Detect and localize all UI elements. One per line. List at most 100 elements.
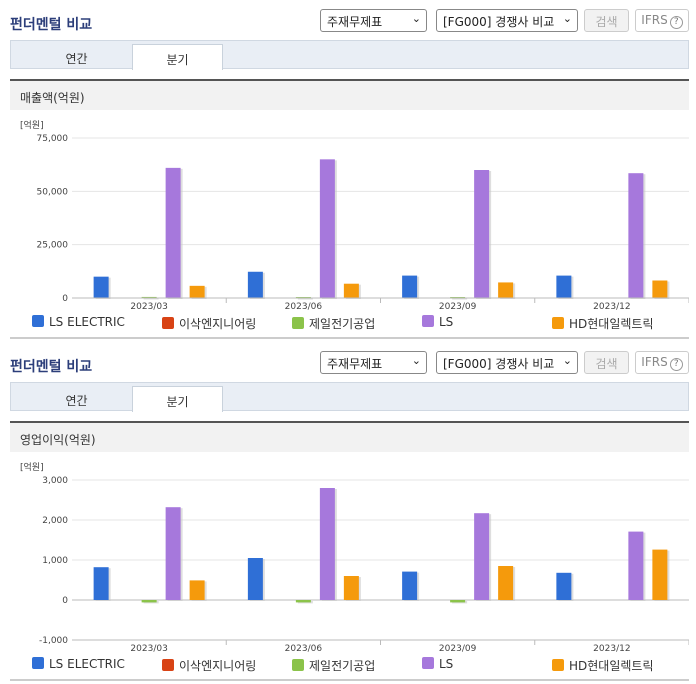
tab-quarterly[interactable]: 분기 <box>132 386 223 412</box>
statement-select[interactable]: 주재무제표 ⌄ <box>320 351 427 374</box>
chevron-down-icon: ⌄ <box>562 354 572 367</box>
y-tick-label: -1,000 <box>39 636 68 646</box>
y-tick-label: 3,000 <box>42 476 68 486</box>
bar <box>343 576 359 600</box>
search-button[interactable]: 검색 <box>584 351 629 374</box>
statement-select-value: 주재무제표 <box>327 15 383 29</box>
legend-label: LS <box>439 315 454 329</box>
x-tick-label: 2023/09 <box>439 302 477 312</box>
bar <box>165 167 181 298</box>
legend-item[interactable]: 이삭엔지니어링 <box>162 657 256 674</box>
bar <box>165 507 181 600</box>
y-tick-label: 75,000 <box>37 134 69 144</box>
chart-panel: 영업이익(억원) [억원] -1,000 0 1,000 2,000 3,000 2023… <box>10 421 689 683</box>
metric-label: 매출액(억원) <box>20 91 85 105</box>
peer-select-value: [FG000] 경쟁사 비교 <box>443 15 555 29</box>
chart-legend: LS ELECTRIC 이삭엔지니어링 제일전기공업 LS HD현대일렉트릭 <box>10 315 689 333</box>
bar <box>402 571 418 600</box>
tab-quarterly[interactable]: 분기 <box>132 44 223 70</box>
legend-item[interactable]: 제일전기공업 <box>292 315 375 332</box>
unit-label: [억원] <box>20 121 44 131</box>
chevron-down-icon: ⌄ <box>411 12 421 25</box>
bar <box>498 282 514 298</box>
legend-swatch <box>552 317 564 329</box>
tab-annual[interactable]: 연간 <box>65 52 88 66</box>
legend-label: HD현대일렉트릭 <box>569 659 654 673</box>
bar <box>628 531 644 600</box>
ifrs-label: IFRS <box>641 355 668 369</box>
legend-label: 이삭엔지니어링 <box>179 317 257 331</box>
statement-select-value: 주재무제표 <box>327 357 383 371</box>
y-tick-label: 2,000 <box>42 516 68 526</box>
legend-swatch <box>422 657 434 669</box>
bar-shadow <box>297 298 313 300</box>
bar <box>343 283 359 298</box>
metric-label: 영업이익(억원) <box>20 433 96 447</box>
legend-swatch <box>292 659 304 671</box>
legend-swatch <box>32 657 44 669</box>
legend-swatch <box>422 315 434 327</box>
legend-item[interactable]: 제일전기공업 <box>292 657 375 674</box>
metric-header: 매출액(억원) <box>10 79 689 110</box>
bar <box>450 600 466 603</box>
divider <box>10 337 689 339</box>
legend-swatch <box>162 317 174 329</box>
ifrs-button[interactable]: IFRS? <box>635 351 689 374</box>
statement-select[interactable]: 주재무제표 ⌄ <box>320 9 427 32</box>
bar <box>247 558 263 600</box>
divider <box>10 679 689 681</box>
legend-item[interactable]: LS <box>422 315 453 329</box>
help-icon: ? <box>669 16 683 29</box>
legend-label: 제일전기공업 <box>309 659 376 673</box>
bar <box>319 159 335 298</box>
bar <box>474 513 490 600</box>
legend-label: 제일전기공업 <box>309 317 376 331</box>
metric-header: 영업이익(억원) <box>10 421 689 452</box>
legend-swatch <box>292 317 304 329</box>
legend-item[interactable]: LS <box>422 657 453 671</box>
bar <box>295 600 311 603</box>
bar <box>247 271 263 298</box>
legend-swatch <box>552 659 564 671</box>
legend-label: 이삭엔지니어링 <box>179 659 257 673</box>
bar <box>402 275 418 298</box>
y-tick-label: 0 <box>62 596 68 606</box>
fundamental-section-2: 펀더멘털 비교 주재무제표 ⌄ [FG000] 경쟁사 비교 ⌄ 검색 IFRS… <box>0 342 696 684</box>
tab-annual[interactable]: 연간 <box>65 394 88 408</box>
period-tabs: 연간 분기 <box>10 40 689 70</box>
section-title: 펀더멘털 비교 <box>10 359 93 375</box>
peer-select-value: [FG000] 경쟁사 비교 <box>443 357 555 371</box>
section-header: 펀더멘털 비교 주재무제표 ⌄ [FG000] 경쟁사 비교 ⌄ 검색 IFRS… <box>0 342 696 378</box>
help-icon: ? <box>669 358 683 371</box>
x-tick-label: 2023/12 <box>593 302 630 312</box>
legend-item[interactable]: LS ELECTRIC <box>32 315 125 329</box>
bar <box>93 567 109 600</box>
x-tick-label: 2023/09 <box>439 644 477 654</box>
unit-label: [억원] <box>20 463 44 473</box>
x-tick-label: 2023/03 <box>130 644 167 654</box>
legend-item[interactable]: HD현대일렉트릭 <box>552 315 654 332</box>
legend-label: LS ELECTRIC <box>49 315 125 329</box>
legend-swatch <box>162 659 174 671</box>
legend-item[interactable]: 이삭엔지니어링 <box>162 315 256 332</box>
legend-item[interactable]: LS ELECTRIC <box>32 657 125 671</box>
chart-legend: LS ELECTRIC 이삭엔지니어링 제일전기공업 LS HD현대일렉트릭 <box>10 657 689 675</box>
x-tick-label: 2023/06 <box>285 302 323 312</box>
chevron-down-icon: ⌄ <box>411 354 421 367</box>
legend-label: LS ELECTRIC <box>49 657 125 671</box>
peer-select[interactable]: [FG000] 경쟁사 비교 ⌄ <box>436 9 578 32</box>
search-button[interactable]: 검색 <box>584 9 629 32</box>
legend-swatch <box>32 315 44 327</box>
y-tick-label: 50,000 <box>37 187 69 197</box>
x-tick-label: 2023/03 <box>130 302 167 312</box>
bar <box>556 572 572 600</box>
legend-item[interactable]: HD현대일렉트릭 <box>552 657 654 674</box>
ifrs-button[interactable]: IFRS? <box>635 9 689 32</box>
y-tick-label: 25,000 <box>37 241 69 251</box>
peer-select[interactable]: [FG000] 경쟁사 비교 ⌄ <box>436 351 578 374</box>
ifrs-label: IFRS <box>641 13 668 27</box>
bar <box>189 580 205 600</box>
bar <box>498 566 514 600</box>
bar-shadow <box>452 298 468 300</box>
bar <box>652 549 668 600</box>
